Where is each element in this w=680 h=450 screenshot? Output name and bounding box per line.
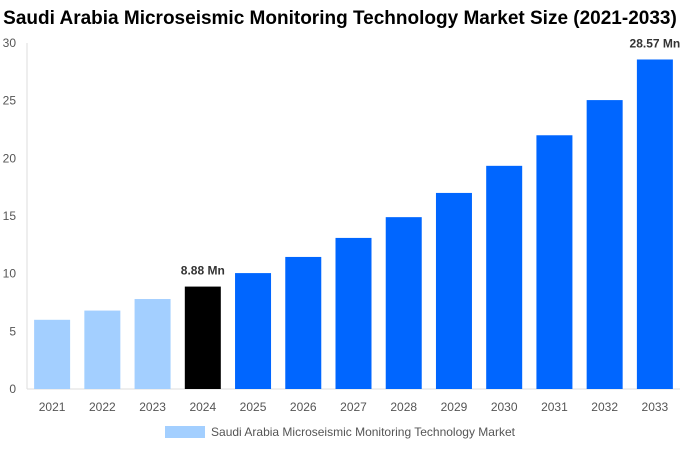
bar-2028 bbox=[385, 217, 422, 389]
x-tick-label: 2022 bbox=[89, 400, 116, 414]
bar-2024 bbox=[184, 286, 221, 389]
bar-2030 bbox=[486, 165, 523, 389]
y-tick-label: 30 bbox=[3, 36, 17, 50]
x-tick-label: 2021 bbox=[39, 400, 66, 414]
x-tick-label: 2029 bbox=[441, 400, 468, 414]
x-tick-label: 2030 bbox=[491, 400, 518, 414]
y-tick-label: 20 bbox=[3, 151, 17, 165]
chart-title: Saudi Arabia Microseismic Monitoring Tec… bbox=[3, 8, 677, 29]
x-tick-label: 2027 bbox=[340, 400, 367, 414]
bar-2033 bbox=[636, 59, 673, 389]
legend-swatch bbox=[165, 426, 206, 438]
bar-2022 bbox=[84, 310, 121, 389]
y-tick-label: 15 bbox=[3, 209, 17, 223]
y-tick-label: 5 bbox=[9, 324, 16, 338]
bar-2023 bbox=[134, 299, 171, 389]
y-tick-label: 0 bbox=[9, 382, 16, 396]
bar-2031 bbox=[536, 135, 573, 389]
x-tick-label: 2023 bbox=[139, 400, 166, 414]
x-tick-label: 2033 bbox=[642, 400, 669, 414]
legend: Saudi Arabia Microseismic Monitoring Tec… bbox=[0, 425, 680, 439]
x-tick-label: 2031 bbox=[541, 400, 568, 414]
y-tick-label: 10 bbox=[3, 267, 17, 281]
bar-2025 bbox=[235, 273, 272, 389]
bar-2021 bbox=[34, 319, 71, 389]
x-tick-label: 2026 bbox=[290, 400, 317, 414]
x-tick-label: 2024 bbox=[189, 400, 216, 414]
bar-2029 bbox=[435, 192, 472, 389]
x-tick-label: 2028 bbox=[390, 400, 417, 414]
bar-2032 bbox=[586, 100, 623, 389]
data-label: 8.88 Mn bbox=[181, 264, 225, 278]
x-tick-label: 2032 bbox=[591, 400, 618, 414]
y-tick-label: 25 bbox=[3, 94, 17, 108]
data-label: 28.57 Mn bbox=[630, 36, 680, 50]
bar-2027 bbox=[335, 237, 372, 389]
legend-label: Saudi Arabia Microseismic Monitoring Tec… bbox=[211, 425, 515, 439]
x-tick-label: 2025 bbox=[240, 400, 267, 414]
bar-2026 bbox=[285, 256, 322, 389]
